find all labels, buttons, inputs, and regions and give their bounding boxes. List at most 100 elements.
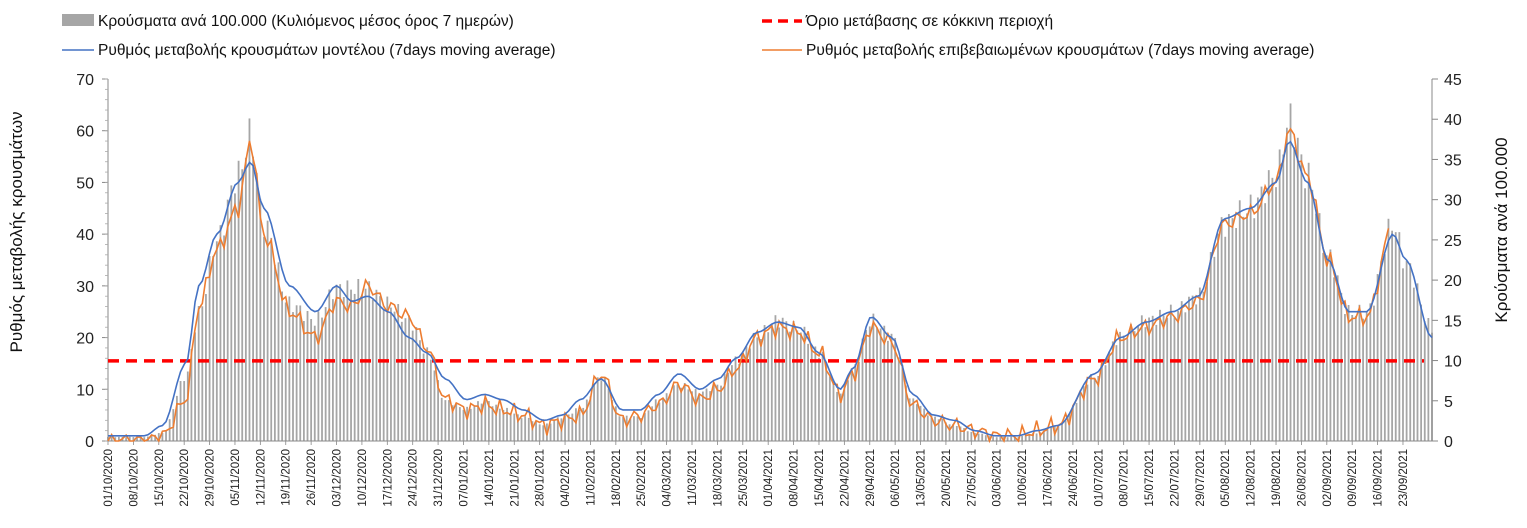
bar xyxy=(643,412,646,441)
x-tick-label: 10/12/2020 xyxy=(357,449,369,507)
bar xyxy=(865,329,868,441)
x-tick-label: 09/09/2021 xyxy=(1347,449,1359,507)
bar xyxy=(734,356,737,441)
bar xyxy=(832,379,835,441)
bar xyxy=(259,198,262,441)
bar xyxy=(825,362,828,441)
bar xyxy=(1380,261,1383,441)
bar xyxy=(1354,315,1357,441)
bar xyxy=(1177,310,1179,441)
bar xyxy=(466,406,469,441)
bar xyxy=(1108,351,1111,441)
bar xyxy=(633,416,635,441)
bar xyxy=(705,388,708,441)
bar xyxy=(1151,315,1154,441)
bar xyxy=(1010,436,1013,441)
bar xyxy=(556,417,559,441)
x-tick-label: 24/06/2021 xyxy=(1068,449,1080,507)
bar xyxy=(1042,430,1045,441)
bar xyxy=(335,284,338,441)
bar xyxy=(252,156,254,441)
bar xyxy=(491,406,494,441)
x-tick-label: 04/03/2021 xyxy=(662,449,674,507)
bar xyxy=(1195,304,1198,441)
y-right-tick-label: 15 xyxy=(1444,313,1462,330)
x-tick-label: 25/03/2021 xyxy=(738,449,750,507)
bar xyxy=(651,406,654,441)
bar xyxy=(125,437,128,441)
bar xyxy=(495,404,498,441)
bar xyxy=(375,289,378,441)
bar xyxy=(1253,218,1256,441)
bar xyxy=(408,315,410,441)
bar xyxy=(792,320,795,441)
bar xyxy=(926,415,929,441)
x-tick-label: 29/10/2020 xyxy=(205,449,217,507)
x-tick-label: 16/09/2021 xyxy=(1373,449,1385,507)
bar xyxy=(284,302,287,441)
bar xyxy=(963,428,965,441)
y-axis-left-title: Ρυθμός μεταβολής κρουσμάτων xyxy=(7,112,26,353)
bar xyxy=(458,407,461,441)
bar xyxy=(157,433,160,441)
bar xyxy=(139,436,142,441)
x-tick-label: 05/08/2021 xyxy=(1220,449,1232,507)
bar xyxy=(1155,324,1158,441)
y-right-tick-label: 25 xyxy=(1444,233,1462,250)
y-right-tick-label: 30 xyxy=(1444,193,1462,210)
bar xyxy=(212,255,215,441)
bar xyxy=(578,409,581,441)
bar xyxy=(941,418,944,441)
legend-bars-swatch xyxy=(62,14,94,26)
x-tick-label: 01/04/2021 xyxy=(763,449,775,507)
x-tick-label: 11/02/2021 xyxy=(585,449,597,506)
bar xyxy=(662,398,664,441)
bar xyxy=(636,416,639,441)
bar xyxy=(1133,331,1136,441)
bar xyxy=(165,430,167,441)
bar xyxy=(1068,414,1071,441)
bar xyxy=(814,346,817,441)
bar xyxy=(324,307,327,441)
bar xyxy=(1394,232,1397,441)
bar xyxy=(1130,324,1132,441)
bar xyxy=(1427,318,1430,441)
x-tick-label: 08/07/2021 xyxy=(1119,449,1131,507)
bar xyxy=(1227,214,1230,441)
bar xyxy=(1217,233,1219,441)
bar xyxy=(498,408,501,441)
bar xyxy=(614,406,617,441)
bar xyxy=(1064,420,1067,441)
bar xyxy=(386,296,389,441)
bar xyxy=(709,391,712,441)
bar xyxy=(1391,230,1393,441)
bar xyxy=(1315,213,1317,441)
bar xyxy=(861,338,864,441)
y-left-tick-label: 0 xyxy=(85,434,94,451)
bar xyxy=(451,405,454,441)
bar xyxy=(371,299,374,441)
bar xyxy=(912,398,915,441)
bar xyxy=(1271,177,1274,441)
bar xyxy=(756,337,759,441)
bar xyxy=(1267,170,1270,441)
bar xyxy=(1282,154,1285,442)
bar xyxy=(382,309,385,441)
bars-series xyxy=(107,103,1433,442)
bar xyxy=(1111,341,1114,441)
bar xyxy=(524,416,527,441)
bar xyxy=(930,415,933,441)
bar xyxy=(208,256,211,441)
x-tick-label: 01/10/2020 xyxy=(103,449,115,507)
bar xyxy=(1224,236,1227,441)
bar xyxy=(1173,317,1176,441)
bar xyxy=(230,185,233,441)
bar xyxy=(234,193,236,441)
bar xyxy=(604,377,606,441)
bar xyxy=(716,384,719,441)
bar xyxy=(847,380,849,441)
bar xyxy=(132,437,135,441)
bar xyxy=(850,368,853,441)
bar xyxy=(781,317,784,441)
bar xyxy=(542,425,545,441)
